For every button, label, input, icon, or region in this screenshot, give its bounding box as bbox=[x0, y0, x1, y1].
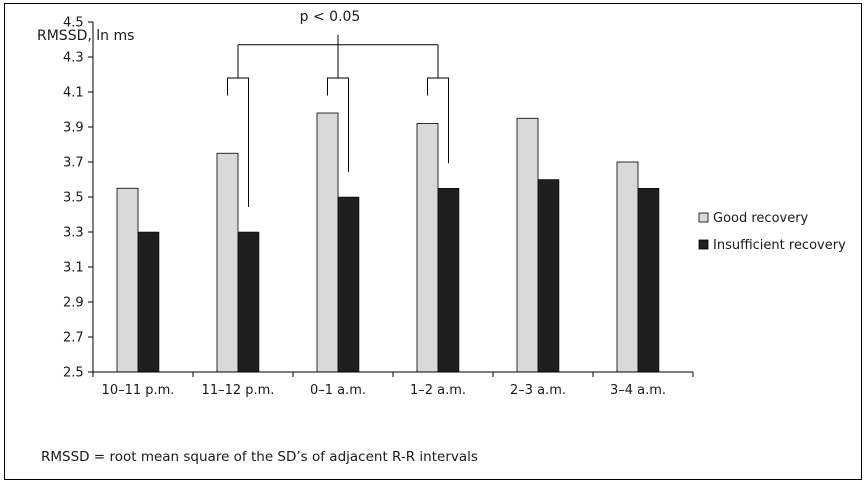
y-tick-label: 4.3 bbox=[63, 51, 84, 66]
x-tick-label: 11–12 p.m. bbox=[202, 383, 275, 398]
y-axis-label: RMSSD, ln ms bbox=[37, 28, 134, 44]
bars bbox=[116, 112, 660, 373]
bar-good-recovery bbox=[616, 161, 639, 373]
y-tick-label: 2.9 bbox=[63, 296, 84, 311]
legend-swatch-good bbox=[698, 212, 709, 223]
bar-good-recovery bbox=[216, 152, 239, 373]
y-tick-label: 3.9 bbox=[63, 121, 84, 136]
bar-insufficient-recovery bbox=[637, 188, 660, 373]
bar-insufficient-recovery bbox=[437, 188, 460, 373]
y-tick-label: 2.7 bbox=[63, 331, 84, 346]
significance-bracket: p < 0.05 bbox=[227, 9, 449, 207]
y-axis: 2.5 2.7 2.9 3.1 3.3 3.5 3.7 3.9 4.1 4.3 4.5 bbox=[63, 16, 93, 381]
x-tick-label: 0–1 a.m. bbox=[310, 383, 366, 398]
bar-insufficient-recovery bbox=[537, 179, 560, 373]
y-tick-label: 3.7 bbox=[63, 156, 84, 171]
bar-good-recovery bbox=[416, 123, 439, 373]
legend-label: Good recovery bbox=[713, 211, 809, 226]
legend: Good recovery Insufficient recovery bbox=[698, 211, 846, 253]
x-tick-label: 1–2 a.m. bbox=[410, 383, 466, 398]
legend-label: Insufficient recovery bbox=[713, 238, 846, 253]
axes bbox=[92, 22, 694, 377]
y-tick-label: 4.1 bbox=[63, 86, 84, 101]
bar-good-recovery bbox=[316, 112, 339, 373]
y-tick-label: 3.5 bbox=[63, 191, 84, 206]
bar-insufficient-recovery bbox=[337, 196, 360, 373]
significance-label: p < 0.05 bbox=[300, 9, 361, 25]
x-tick-label: 10–11 p.m. bbox=[102, 383, 175, 398]
bar-insufficient-recovery bbox=[237, 231, 260, 373]
bar-good-recovery bbox=[516, 117, 539, 373]
y-tick-label: 2.5 bbox=[63, 366, 84, 381]
x-axis: 10–11 p.m. 11–12 p.m. 0–1 a.m. 1–2 a.m. 2–3 … bbox=[102, 383, 666, 398]
legend-swatch-insufficient bbox=[698, 239, 709, 250]
chart-frame: RMSSD, ln ms 2.5 2.7 2.9 3.1 3.3 3.5 3.7 3.9 4.1… bbox=[4, 3, 862, 480]
bar-good-recovery bbox=[116, 187, 139, 373]
y-tick-label: 3.1 bbox=[63, 261, 84, 276]
y-tick-label: 3.3 bbox=[63, 226, 84, 241]
chart: RMSSD, ln ms 2.5 2.7 2.9 3.1 3.3 3.5 3.7 3.9 4.1… bbox=[37, 9, 846, 398]
bar-insufficient-recovery bbox=[137, 231, 160, 373]
y-tick-label: 4.5 bbox=[63, 16, 84, 31]
x-tick-label: 3–4 a.m. bbox=[610, 383, 666, 398]
x-tick-label: 2–3 a.m. bbox=[510, 383, 566, 398]
footnote: RMSSD = root mean square of the SD’s of … bbox=[41, 449, 478, 465]
